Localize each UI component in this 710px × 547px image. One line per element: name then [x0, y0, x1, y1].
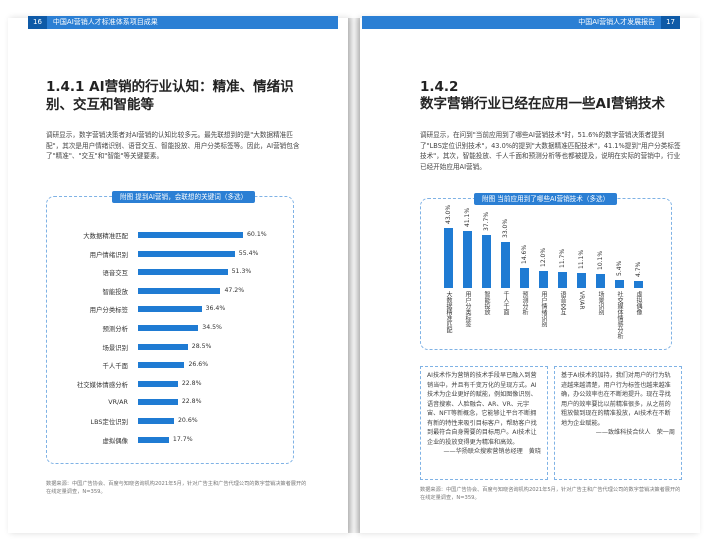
- vbar: [634, 281, 643, 288]
- hbar-category-label: 虚拟偶像: [102, 436, 128, 445]
- hbar-category-label: 用户情绪识别: [89, 250, 128, 259]
- vbar-value-label: 10.1%: [597, 250, 604, 270]
- hbar: [138, 436, 169, 443]
- right-page-number: 17: [661, 16, 680, 29]
- vbar: [596, 273, 605, 288]
- book-spine: [346, 18, 362, 533]
- hbar-category-label: LBS定位识别: [90, 418, 128, 426]
- left-section-title: 1.4.1 AI营销的行业认知：精准、情绪识别、交互和智能等: [46, 79, 294, 113]
- hbar-value-label: 17.7%: [172, 435, 193, 443]
- quote-1-text: AI技术作为营销的技术手段早已融入到营销当中，并且有千变万化的呈现方式。AI技术…: [427, 372, 537, 446]
- vbar: [482, 235, 491, 288]
- vbar-category-label: 预测分析: [521, 291, 528, 315]
- hbar-category-label: VR/AR: [108, 398, 128, 407]
- hbar: [138, 306, 202, 313]
- right-section-number: 1.4.2: [420, 79, 459, 95]
- quote-box-1: AI技术作为营销的技术手段早已融入到营销当中，并且有千变万化的呈现方式。AI技术…: [420, 366, 548, 480]
- hbar-category-label: 场景识别: [102, 343, 128, 352]
- hbar-category-label: 预测分析: [102, 325, 128, 333]
- vbar-value-label: 4.7%: [635, 262, 642, 278]
- hbar: [138, 250, 235, 257]
- hbar-category-label: 社交媒体情感分析: [76, 380, 128, 389]
- vbar-category-label: 社交媒体情感分析: [616, 291, 623, 339]
- vbar-value-label: 14.6%: [521, 244, 528, 264]
- quote-2-text: 基于AI技术的加持，我们对用户的行为轨迹越来越清楚，用户行为标签也越来越准确，办…: [561, 372, 671, 427]
- right-running-head: 中国AI营销人才发展报告: [578, 18, 656, 26]
- hbar-value-label: 20.6%: [177, 417, 198, 424]
- hbar-category-label: 千人千面: [102, 362, 128, 371]
- hbar-value-label: 34.5%: [202, 324, 222, 331]
- left-running-head: 中国AI营销人才标准体系项目成果: [52, 18, 158, 26]
- hbar-value-label: 36.4%: [205, 305, 226, 313]
- hbar-category-label: 用户分类标签: [89, 306, 128, 315]
- vbar-category-label: VR/AR: [578, 291, 585, 310]
- vbar-category-label: 智能投放: [483, 291, 490, 315]
- vbar-category-label: 虚拟偶像: [635, 291, 642, 315]
- hbar: [138, 269, 228, 276]
- vbar-value-label: 12.0%: [540, 248, 547, 268]
- quote-box-2: 基于AI技术的加持，我们对用户的行为轨迹越来越清楚，用户行为标签也越来越准确，办…: [554, 366, 682, 480]
- vbar-category-label: 用户情绪识别: [540, 291, 547, 327]
- left-body-text: 调研显示，数字营销决策者对AI营销的认知比较多元。最先联想到的是"大数据精准匹配…: [46, 131, 300, 160]
- right-running-header: 中国AI营销人才发展报告 17: [362, 16, 680, 29]
- right-source-note: 数据来源：中国广告协会、百度与知晓咨询机构2021年5月，针对广告主和广告代理公…: [420, 487, 681, 501]
- hbar: [138, 232, 243, 238]
- hbar-value-label: 26.6%: [188, 361, 209, 369]
- hbar-value-label: 55.4%: [238, 249, 259, 257]
- quote-2-signature: ——致维科技合伙人 荣一周: [595, 429, 675, 436]
- vbar: [463, 230, 472, 288]
- hbar-value-label: 22.8%: [181, 398, 202, 406]
- vbar: [558, 271, 567, 288]
- hbar: [138, 380, 178, 387]
- hbar: [138, 362, 185, 369]
- hbar: [138, 287, 221, 294]
- vbar: [520, 267, 529, 288]
- vbar: [444, 228, 453, 288]
- hbar-value-label: 28.5%: [191, 342, 212, 350]
- left-page-number: 16: [28, 16, 47, 29]
- left-running-header: 16 中国AI营销人才标准体系项目成果: [28, 16, 338, 29]
- vbar-category-label: 千人千面: [502, 291, 509, 315]
- vbar: [539, 271, 548, 288]
- hbar-value-label: 47.2%: [224, 286, 245, 294]
- quote-1-signature: ——华扬联众搜索营销总经理 黄晓: [443, 448, 542, 455]
- vbar-value-label: 33.0%: [502, 218, 509, 238]
- vbar: [501, 241, 510, 288]
- hbar-category-label: 大数据精准匹配: [83, 232, 128, 240]
- vbar-value-label: 11.7%: [559, 248, 566, 268]
- vbar-value-label: 43.0%: [445, 204, 452, 224]
- hbar-value-label: 22.8%: [181, 379, 202, 387]
- hbar-value-label: 51.3%: [231, 268, 252, 276]
- vbar-value-label: 5.4%: [616, 261, 623, 277]
- right-section-title: 数字营销行业已经在应用一些AI营销技术: [420, 96, 665, 112]
- vbar-category-label: 用户分类标签: [464, 291, 471, 327]
- vbar-value-label: 37.7%: [483, 212, 490, 232]
- hbar-category-label: 语音交互: [102, 269, 128, 278]
- vbar: [615, 280, 624, 288]
- right-chart-title: 附图 当前应用到了哪些AI营销技术（多选）: [474, 193, 618, 205]
- vbar-category-label: 语音交互: [559, 291, 566, 315]
- right-body-text: 调研显示，在问到"当前应用到了哪些AI营销技术"时，51.6%的数字营销决策者提…: [420, 131, 681, 171]
- left-chart-title: 附图 提到AI营销，会联想的关键词（多选）: [112, 191, 256, 203]
- hbar: [138, 399, 178, 406]
- right-page: [360, 18, 700, 533]
- vbar: [577, 272, 586, 288]
- hbar: [138, 325, 199, 331]
- left-page: [8, 18, 348, 533]
- vbar-category-label: 场景识别: [597, 291, 604, 315]
- left-source-note: 数据来源：中国广告协会、百度与知晓咨询机构2021年5月，针对广告主和广告代理公…: [46, 481, 307, 495]
- vbar-value-label: 11.1%: [578, 249, 585, 269]
- hbar: [138, 418, 174, 424]
- vbar-category-label: 大数据精准匹配: [445, 291, 452, 333]
- vbar-value-label: 41.1%: [464, 207, 471, 227]
- hbar-category-label: 智能投放: [102, 287, 128, 296]
- hbar-value-label: 60.1%: [247, 231, 267, 238]
- hbar: [138, 343, 188, 350]
